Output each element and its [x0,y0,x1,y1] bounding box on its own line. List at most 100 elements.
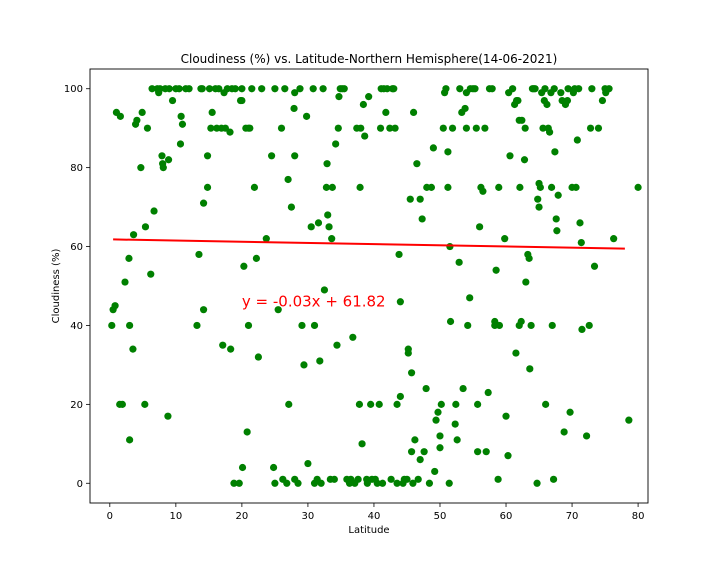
data-point [340,85,348,93]
data-point [175,85,183,93]
data-point [474,400,482,408]
y-tick-label: 80 [70,163,83,174]
data-point [594,124,603,132]
data-point [420,448,428,456]
data-point [625,416,633,424]
data-point [126,436,134,444]
data-point [501,235,509,243]
data-point [446,242,454,251]
data-point [541,85,549,93]
data-point [208,108,216,116]
data-point [552,215,560,223]
data-point [416,456,424,464]
data-point [304,459,312,468]
data-point [520,156,529,164]
data-point [396,392,404,401]
x-tick-label: 60 [500,511,513,522]
data-point [414,475,422,483]
data-point [578,325,586,333]
data-point [294,479,302,487]
y-tick-label: 20 [70,400,83,411]
data-point [254,353,262,361]
data-point [322,183,331,191]
data-point [240,262,248,270]
data-point [406,195,414,203]
data-point [444,148,452,156]
data-point [269,463,278,472]
data-point [365,93,373,101]
data-point [409,108,418,116]
data-point [418,215,426,223]
data-point [284,175,292,184]
data-point [354,475,362,483]
x-tick-label: 30 [302,511,315,522]
data-point [195,250,203,259]
data-point [164,412,172,420]
data-point [577,239,585,247]
data-point [518,116,526,124]
data-point [407,369,416,377]
data-point [409,479,417,487]
data-point [542,400,550,408]
data-point [168,96,177,105]
data-point [566,408,574,416]
data-point [235,479,243,487]
data-point [333,341,341,349]
data-point [159,164,167,172]
data-point [323,160,331,168]
data-point [560,428,568,436]
data-point [442,85,450,93]
data-point [436,444,444,452]
data-point [522,278,530,286]
data-point [504,452,512,460]
data-point [271,479,279,487]
data-point [373,479,381,487]
data-point [605,85,613,93]
data-point [258,85,266,93]
data-point [445,479,453,487]
data-point [271,85,279,93]
data-point [198,85,206,93]
data-point [141,400,149,408]
data-point [521,124,529,132]
data-point [547,183,556,191]
data-point [138,108,146,116]
data-point [502,412,510,420]
data-point [108,321,116,330]
data-points [108,85,642,487]
data-point [390,85,398,93]
data-point [111,302,119,310]
data-point [238,96,246,105]
data-point [393,400,401,408]
y-tick-label: 60 [70,242,83,253]
data-point [355,400,364,408]
x-axis-label: Latitude [348,525,389,536]
data-point [238,85,246,93]
data-point [494,475,502,483]
data-point [516,183,524,191]
data-point [536,183,544,191]
data-point [291,89,299,97]
data-point [459,384,467,393]
data-point [479,187,487,195]
data-point [436,432,444,440]
data-point [317,479,325,487]
data-point [437,400,445,408]
data-point [481,124,489,132]
data-point [573,136,581,144]
data-point [290,104,298,113]
data-point [444,183,452,191]
data-point [349,333,357,341]
data-point [252,254,261,262]
data-point [598,96,607,105]
data-point [277,124,286,132]
y-tick-label: 40 [70,321,83,332]
data-point [451,420,459,428]
data-point [550,85,558,93]
data-point [525,254,533,262]
data-point [474,448,482,456]
data-point [332,140,340,148]
data-point [274,306,282,314]
y-axis-ticks: 0 20 40 60 80 100 [64,84,90,490]
data-point [453,436,461,444]
